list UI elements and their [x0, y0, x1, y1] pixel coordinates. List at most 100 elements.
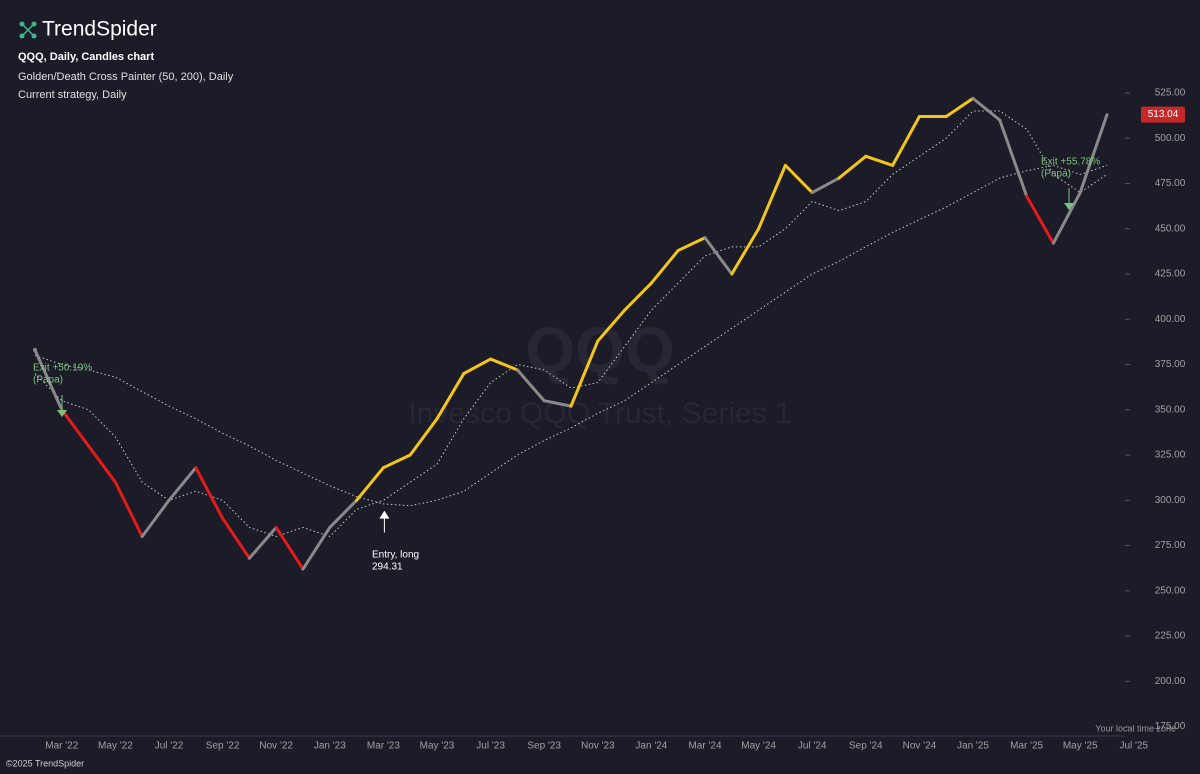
price-segment	[113, 480, 144, 538]
price-segment	[623, 281, 653, 312]
price-segment	[33, 348, 64, 412]
price-segment	[971, 96, 1002, 122]
y-tick-label: 200.00	[1155, 676, 1186, 687]
price-segment	[221, 516, 251, 560]
x-tick-label: Nov '23	[581, 741, 615, 752]
price-segment	[891, 114, 921, 167]
price-segment	[1078, 113, 1109, 195]
price-segment	[944, 96, 975, 118]
x-tick-label: Mar '22	[45, 741, 78, 752]
x-tick-label: Mar '24	[688, 741, 721, 752]
x-tick-label: Nov '24	[903, 741, 937, 752]
price-segment	[649, 248, 680, 285]
y-tick-label: 225.00	[1155, 631, 1186, 642]
timezone: Your local time zone	[1095, 723, 1176, 733]
price-segment	[730, 227, 761, 276]
price-segment	[569, 339, 600, 408]
x-tick-label: May '23	[420, 741, 455, 752]
y-tick-label: 175.00	[1155, 721, 1186, 732]
y-tick-label: 425.00	[1155, 269, 1186, 280]
y-tick-label: 500.00	[1155, 133, 1186, 144]
y-tick-label: 450.00	[1155, 223, 1186, 234]
indicator-line: Golden/Death Cross Painter (50, 200), Da…	[18, 71, 234, 83]
logo	[19, 21, 37, 39]
price-segment	[998, 118, 1029, 198]
price-segment	[355, 466, 385, 502]
exit-label: Exit +50.19%	[33, 363, 92, 374]
price-segment	[435, 372, 466, 421]
price-segment	[864, 154, 895, 167]
price-segment	[60, 408, 91, 448]
price-segment	[837, 154, 868, 180]
y-tick-label: 350.00	[1155, 404, 1186, 415]
x-tick-label: Jul '23	[476, 741, 505, 752]
strategy-line: Current strategy, Daily	[18, 89, 127, 101]
price-segment	[274, 525, 305, 571]
price-tag	[1141, 106, 1185, 123]
price-segment	[381, 453, 412, 470]
x-tick-label: May '25	[1063, 741, 1098, 752]
price-segment	[194, 466, 225, 520]
entry-price: 294.31	[372, 562, 403, 573]
x-tick-label: Jul '25	[1120, 741, 1149, 752]
x-tick-label: Jan '25	[957, 741, 989, 752]
price-segment	[167, 466, 198, 502]
ma-50-line	[34, 110, 1108, 538]
price-segment	[703, 236, 734, 276]
x-tick-label: Jan '24	[635, 741, 667, 752]
price-segment	[1051, 191, 1082, 245]
y-tick-label: 275.00	[1155, 540, 1186, 551]
x-tick-label: May '22	[98, 741, 133, 752]
x-tick-label: Mar '25	[1010, 741, 1043, 752]
symbol-line: QQQ, Daily, Candles chart	[18, 51, 154, 63]
x-tick-label: Jan '23	[314, 741, 346, 752]
price-segment	[328, 498, 359, 529]
price-segment	[408, 417, 439, 457]
price-segment	[783, 163, 814, 195]
price-segment	[489, 357, 519, 372]
price-segment	[247, 525, 278, 560]
ma-200-line	[34, 164, 1108, 507]
entry-label: Entry, long	[372, 550, 419, 561]
y-tick-label: 325.00	[1155, 450, 1186, 461]
x-tick-label: Nov '22	[259, 741, 293, 752]
x-tick-label: May '24	[741, 741, 776, 752]
x-tick-label: Jul '22	[155, 741, 184, 752]
price-segment	[810, 176, 841, 195]
entry-arrow	[379, 510, 390, 519]
watermark-symbol: QQQ	[525, 314, 674, 386]
price-segment	[515, 368, 546, 403]
y-tick-label: 525.00	[1155, 88, 1186, 99]
x-tick-label: Mar '23	[367, 741, 400, 752]
exit-arrow	[57, 410, 67, 417]
x-tick-label: Sep '23	[527, 741, 561, 752]
brand: TrendSpider	[42, 18, 157, 41]
y-tick-label: 375.00	[1155, 359, 1186, 370]
price-tag-label: 513.04	[1148, 109, 1179, 120]
x-tick-label: Sep '22	[206, 741, 240, 752]
y-tick-label: 400.00	[1155, 314, 1186, 325]
y-tick-label: 475.00	[1155, 178, 1186, 189]
exit-note: (Papa)	[33, 375, 63, 386]
price-segment	[757, 163, 787, 231]
exit-arrow	[1064, 203, 1074, 210]
price-segment	[1025, 194, 1055, 245]
y-tick-label: 250.00	[1155, 585, 1186, 596]
x-tick-label: Sep '24	[849, 741, 883, 752]
price-segment	[462, 357, 493, 376]
price-segment	[596, 308, 627, 343]
watermark-name: Invesco QQQ Trust, Series 1	[408, 397, 791, 430]
x-tick-label: Jul '24	[798, 741, 827, 752]
price-segment	[676, 236, 707, 252]
y-tick-label: 300.00	[1155, 495, 1186, 506]
price-segment	[542, 399, 573, 408]
exit-label: Exit +55.78%	[1041, 157, 1100, 168]
exit-note: (Papa)	[1041, 169, 1071, 180]
copyright: ©2025 TrendSpider	[6, 758, 84, 768]
price-segment	[301, 525, 332, 571]
price-segment	[140, 498, 171, 538]
price-segment	[87, 444, 117, 484]
